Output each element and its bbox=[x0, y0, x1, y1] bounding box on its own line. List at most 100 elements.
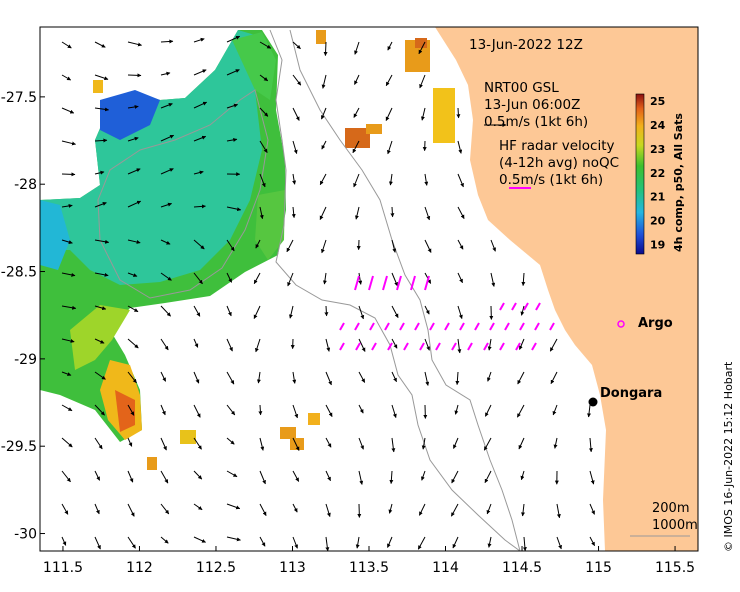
current-vector bbox=[127, 338, 139, 349]
current-vector bbox=[193, 135, 207, 142]
current-vector bbox=[226, 272, 233, 283]
current-vector bbox=[226, 503, 241, 510]
current-vector bbox=[354, 41, 360, 55]
current-vector bbox=[259, 173, 266, 188]
current-vector bbox=[457, 239, 464, 250]
current-vector bbox=[94, 338, 105, 344]
current-vector bbox=[418, 503, 426, 516]
current-vector bbox=[160, 168, 174, 175]
current-vector bbox=[589, 470, 595, 485]
current-vector bbox=[421, 470, 426, 481]
hf-vector bbox=[515, 342, 521, 351]
current-vector bbox=[259, 140, 268, 153]
current-vector bbox=[193, 170, 204, 175]
colorbar-tick-label: 25 bbox=[650, 95, 665, 108]
current-vector bbox=[160, 239, 171, 245]
current-vector bbox=[127, 503, 135, 517]
current-vector bbox=[391, 404, 397, 418]
current-vector bbox=[391, 272, 398, 287]
current-vector bbox=[160, 503, 170, 515]
contour-label-200m: 200m bbox=[652, 501, 690, 516]
current-vector bbox=[127, 200, 142, 208]
current-vector bbox=[61, 371, 72, 376]
current-vector bbox=[291, 206, 296, 219]
lon-tick-label: 115 bbox=[585, 560, 612, 576]
current-vector bbox=[61, 41, 72, 49]
lat-tick-label: -28.5 bbox=[1, 265, 37, 281]
hf-vector bbox=[355, 342, 361, 351]
current-vector bbox=[160, 305, 171, 317]
current-vector bbox=[160, 404, 166, 416]
current-vector bbox=[457, 206, 465, 219]
colorbar-label: 4h comp, p50, All Sats bbox=[672, 113, 685, 252]
credit: © IMOS 16-Jun-2022 15:12 Hobart bbox=[722, 361, 735, 552]
current-vector bbox=[61, 172, 76, 177]
current-vector bbox=[226, 305, 232, 317]
current-vector bbox=[94, 202, 107, 208]
current-vector bbox=[255, 338, 261, 353]
current-vector bbox=[487, 371, 492, 382]
current-vector bbox=[226, 239, 235, 252]
axis-ticks bbox=[40, 96, 676, 551]
hf-vector bbox=[419, 342, 425, 351]
current-vector bbox=[388, 173, 393, 186]
current-vector bbox=[454, 404, 459, 415]
hf-vector bbox=[396, 275, 402, 291]
current-vector bbox=[94, 138, 108, 143]
current-vector bbox=[253, 305, 261, 319]
current-vector bbox=[424, 371, 430, 386]
lon-tick-label: 111.5 bbox=[43, 560, 83, 576]
current-vector bbox=[127, 470, 134, 483]
current-vector bbox=[127, 73, 142, 78]
current-vector bbox=[226, 206, 242, 212]
hf-vector bbox=[534, 322, 540, 331]
current-vector bbox=[324, 305, 329, 317]
current-vector bbox=[353, 107, 360, 118]
lat-tick-label: -30 bbox=[14, 527, 37, 543]
current-vector bbox=[160, 71, 171, 76]
current-vector bbox=[193, 470, 203, 480]
current-vector bbox=[94, 470, 101, 481]
current-vector bbox=[259, 437, 265, 451]
current-vector bbox=[522, 536, 527, 552]
land-mass bbox=[435, 27, 698, 551]
current-vector bbox=[226, 536, 241, 542]
current-vector bbox=[61, 437, 73, 448]
current-vector bbox=[358, 404, 364, 414]
current-vector bbox=[424, 206, 431, 221]
current-vector bbox=[127, 104, 139, 109]
current-vector bbox=[292, 470, 300, 482]
current-vector bbox=[94, 404, 105, 416]
current-vector bbox=[424, 305, 430, 315]
current-vectors bbox=[61, 35, 596, 552]
current-vector bbox=[160, 371, 167, 382]
current-vector bbox=[292, 173, 297, 185]
current-vector bbox=[226, 371, 235, 385]
nrt-scale-label: 0.5m/s (1kt 6h) bbox=[484, 114, 589, 130]
current-vector bbox=[323, 41, 328, 56]
hf-vector bbox=[444, 322, 450, 331]
current-vector bbox=[486, 503, 492, 515]
current-vector bbox=[457, 305, 463, 319]
hf-vector bbox=[451, 342, 457, 351]
current-vector bbox=[451, 470, 459, 484]
current-vector bbox=[519, 338, 525, 350]
current-vector bbox=[193, 503, 203, 511]
current-vector bbox=[354, 206, 360, 220]
current-vector bbox=[553, 437, 558, 449]
current-vector bbox=[160, 470, 169, 484]
hf-vector bbox=[483, 342, 489, 351]
current-vector bbox=[193, 404, 201, 418]
lon-tick-label: 112 bbox=[126, 560, 153, 576]
current-vector bbox=[292, 140, 298, 154]
hf-vector bbox=[459, 322, 465, 331]
current-vector bbox=[387, 536, 393, 548]
hf-title: HF radar velocity bbox=[499, 138, 615, 154]
current-vector bbox=[127, 536, 136, 549]
current-vector bbox=[226, 404, 236, 416]
current-vector bbox=[226, 437, 235, 445]
current-vector bbox=[94, 107, 109, 112]
current-vector bbox=[160, 103, 173, 109]
current-vector bbox=[358, 272, 363, 285]
hf-vector bbox=[339, 342, 345, 351]
